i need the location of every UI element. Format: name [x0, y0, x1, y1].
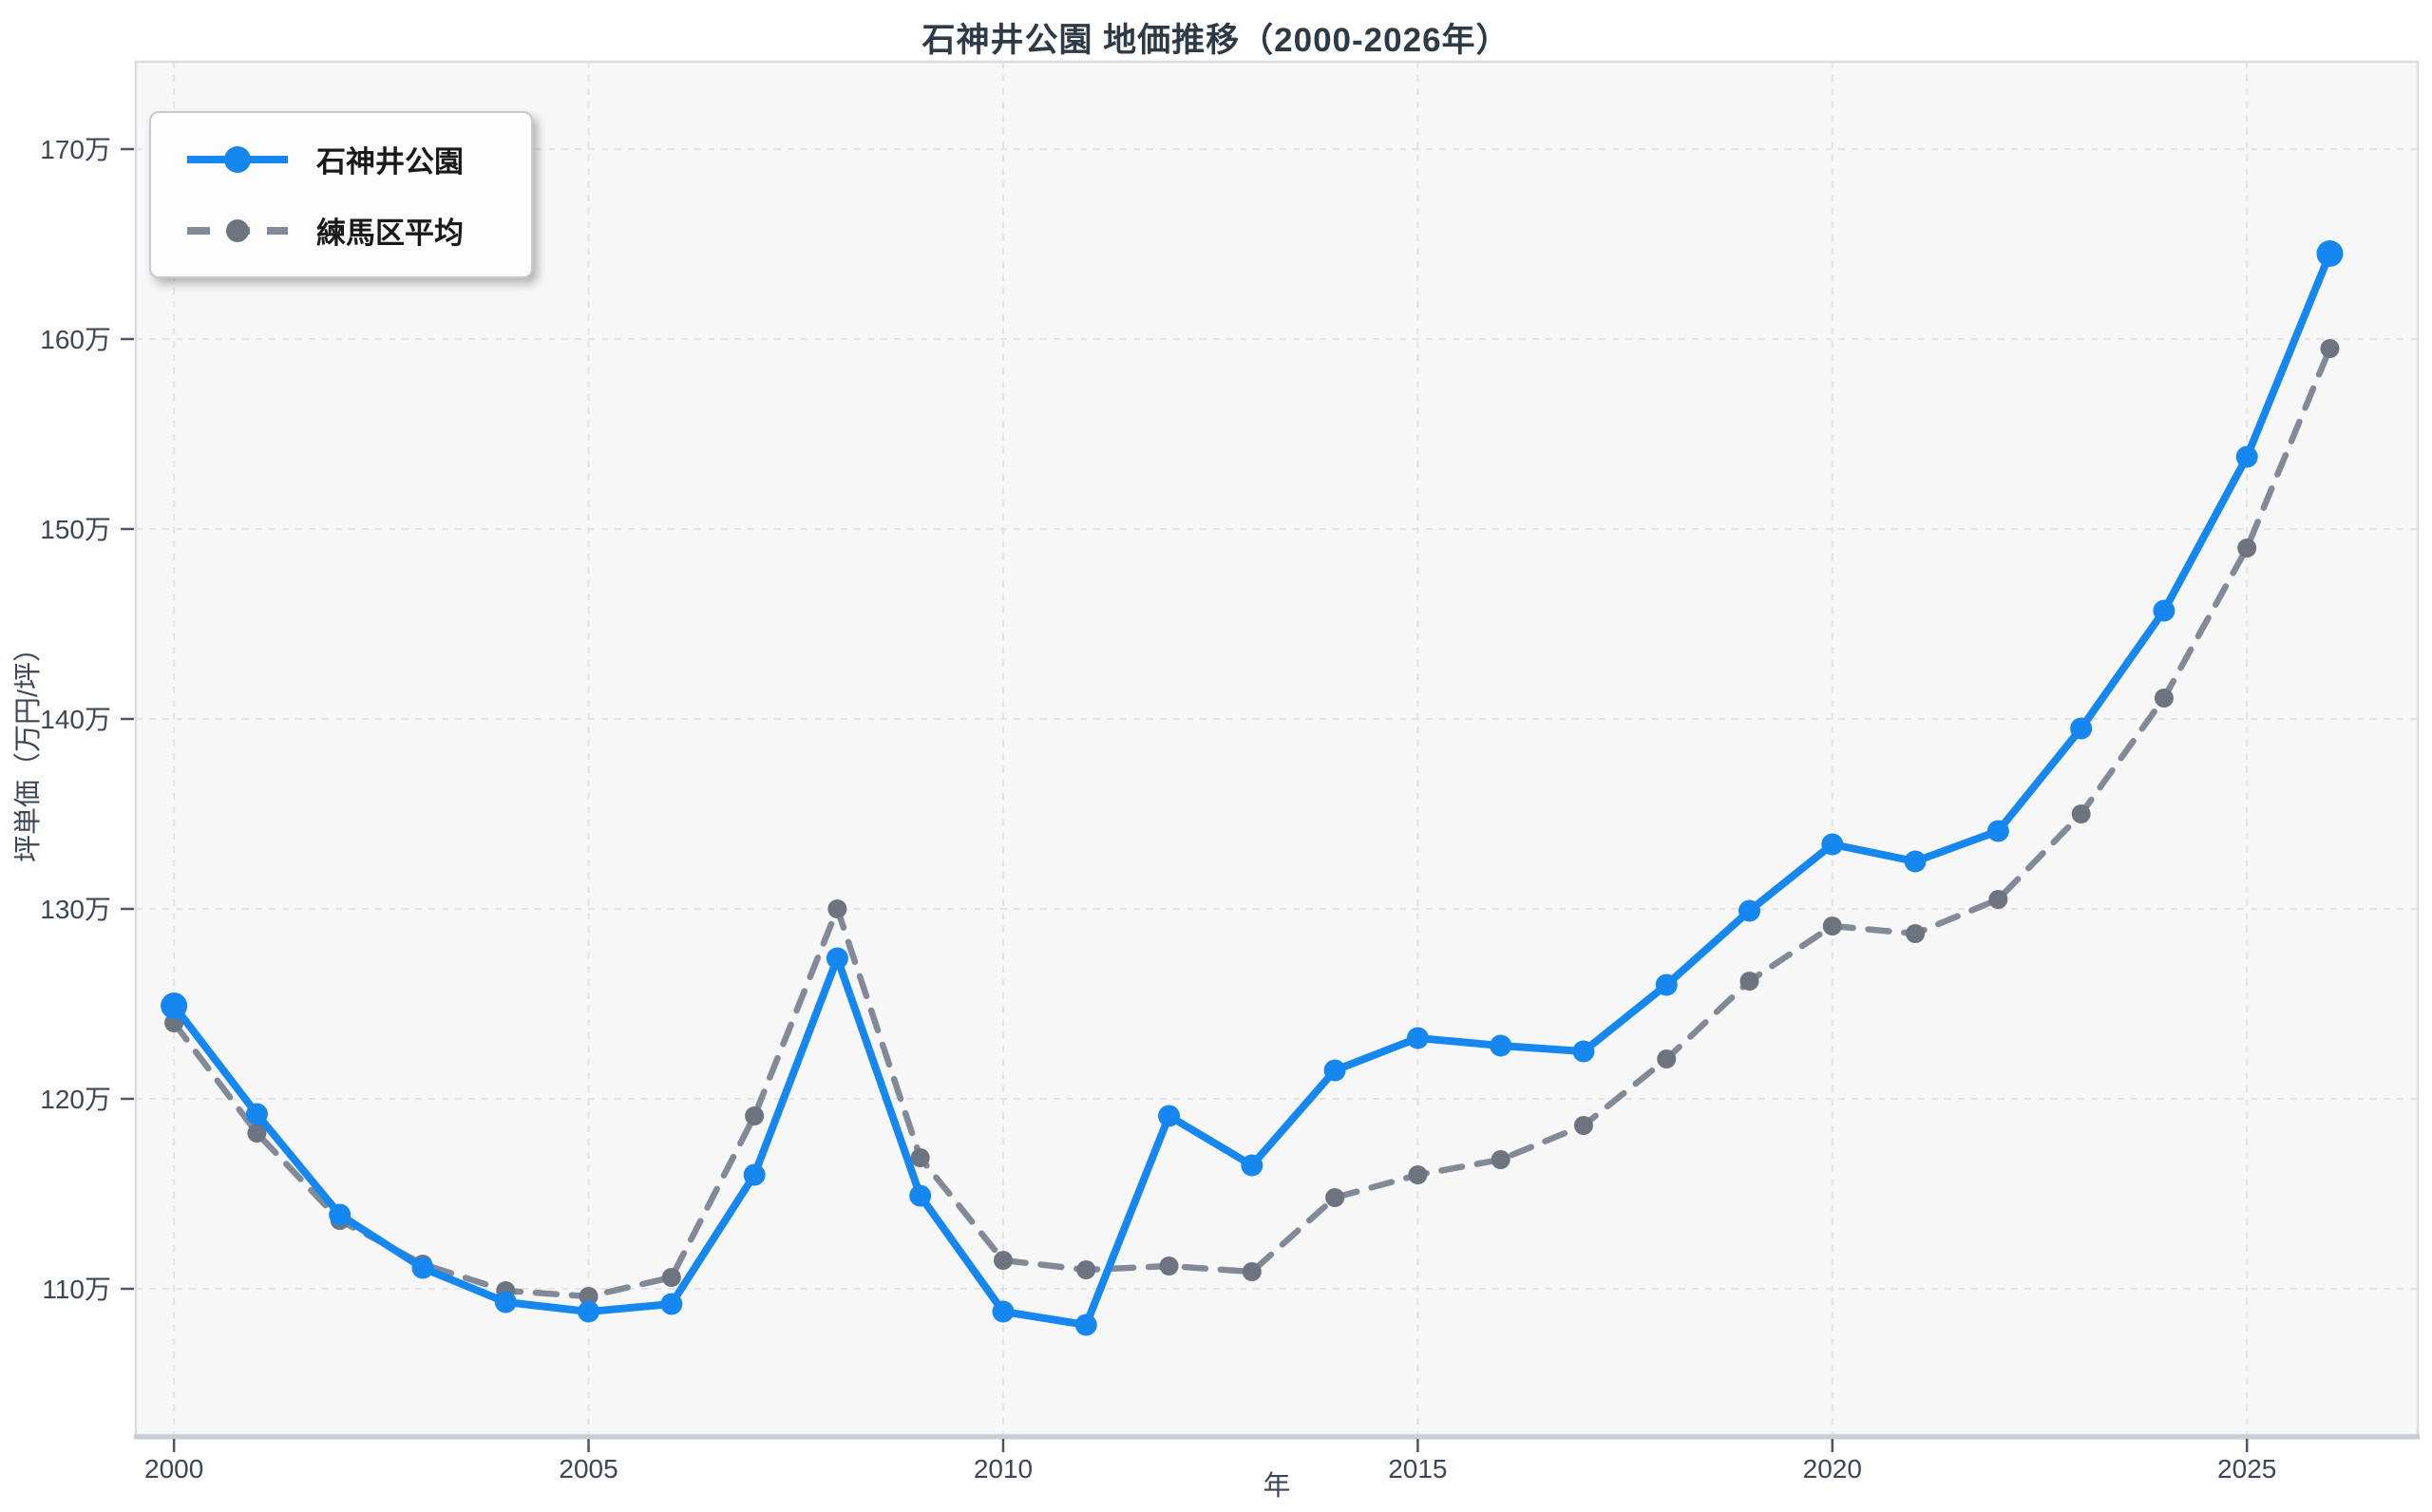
data-point [2237, 539, 2257, 558]
gridlines [136, 62, 2418, 1435]
y-tick-label: 130万 [40, 895, 111, 924]
data-point [1242, 1262, 1262, 1281]
data-point [992, 1300, 1015, 1323]
series-shakujii-koen [161, 240, 2344, 1336]
plot-area [136, 62, 2418, 1435]
data-point [579, 1287, 598, 1306]
data-point [578, 1300, 600, 1323]
data-point [1159, 1257, 1179, 1276]
data-point [245, 1103, 268, 1125]
data-point [1490, 1034, 1512, 1057]
data-point [1821, 833, 1844, 856]
data-point [1738, 899, 1761, 922]
data-point [1323, 1059, 1346, 1082]
data-point [2153, 599, 2176, 622]
data-point [2320, 339, 2340, 358]
data-point [1408, 1165, 1428, 1184]
legend-item-nerima-avg: 練馬区平均 [185, 209, 503, 252]
data-point [161, 992, 188, 1019]
data-point [660, 1293, 683, 1315]
data-point [1906, 924, 1926, 943]
legend: 石神井公園 練馬区平均 [149, 111, 533, 278]
data-point [1988, 890, 2008, 909]
data-point [329, 1203, 352, 1226]
data-point [1657, 1049, 1677, 1068]
data-point [661, 1268, 681, 1287]
data-point [743, 1163, 766, 1186]
y-tick-label: 170万 [40, 135, 111, 164]
axis-ticks: 2000 2005 2010 2015 2020 2025 110万 120万 130万 140万… [40, 135, 2276, 1484]
data-point [494, 1291, 517, 1314]
solid-line-marker-icon [187, 145, 288, 173]
data-point [1158, 1105, 1181, 1127]
data-point [1572, 1040, 1595, 1063]
data-point [2071, 804, 2091, 823]
y-tick-label: 140万 [40, 705, 111, 734]
data-point [247, 1124, 267, 1143]
dashed-line-marker-icon [187, 218, 288, 242]
legend-item-shakujii: 石神井公園 [185, 138, 503, 180]
x-tick-label: 2005 [559, 1454, 618, 1484]
data-point [2154, 689, 2174, 708]
data-point [1076, 1260, 1096, 1279]
data-point [1986, 820, 2009, 842]
data-point [1573, 1116, 1593, 1135]
y-tick-label: 120万 [40, 1085, 111, 1114]
series-line [170, 345, 2333, 1300]
data-point [1904, 850, 1927, 873]
legend-label-shakujii: 石神井公園 [316, 145, 464, 179]
x-axis-title: 年 [1263, 1471, 1291, 1502]
data-point [1739, 972, 1759, 991]
data-point [826, 947, 848, 970]
data-point [1655, 973, 1678, 996]
data-point [1822, 917, 1842, 936]
y-tick-label: 110万 [42, 1275, 111, 1304]
data-point [2235, 445, 2258, 468]
data-point [2070, 717, 2093, 740]
y-tick-label: 160万 [40, 325, 111, 354]
data-point [1241, 1154, 1264, 1177]
data-point [1074, 1314, 1097, 1336]
x-tick-label: 2010 [974, 1454, 1033, 1484]
x-tick-label: 2000 [144, 1454, 203, 1484]
data-point [827, 899, 847, 918]
data-point [745, 1106, 765, 1125]
x-tick-label: 2025 [2217, 1454, 2276, 1484]
data-point [2316, 240, 2344, 267]
data-point [1491, 1150, 1510, 1169]
chart-title: 石神井公園 地価推移（2000-2026年） [922, 22, 1510, 59]
x-tick-label: 2020 [1803, 1454, 1862, 1484]
x-tick-label: 2015 [1388, 1454, 1447, 1484]
legend-label-nerima-avg: 練馬区平均 [316, 217, 464, 250]
data-point [1325, 1188, 1345, 1207]
y-tick-label: 150万 [40, 515, 111, 544]
data-point [909, 1184, 932, 1207]
data-point [411, 1257, 434, 1279]
y-axis-title: 坪単価（万円/坪） [13, 633, 44, 863]
data-point [1406, 1027, 1429, 1049]
data-point [910, 1148, 930, 1167]
data-point [993, 1251, 1013, 1270]
